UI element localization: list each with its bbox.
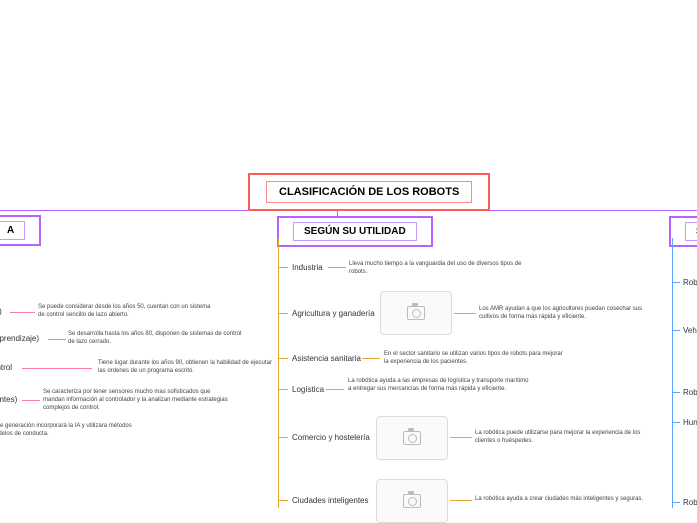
c-desc-4: La robótica puede utilizarse para mejora… [475,430,660,446]
left-item-3-suffix: entes) [0,395,17,404]
root-node: CLASIFICACIÓN DE LOS ROBOTS [248,173,490,211]
c-item-4: Comercio y hostelería [292,433,370,442]
c-line-1 [278,313,288,314]
c-item-1: Agricultura y ganadería [292,309,375,318]
c-desc-0: Lleva mucho tiempo a la vanguardia del u… [349,261,529,277]
c-line-0b [328,267,346,268]
branch-right: SEG [669,216,697,247]
left-line-3 [22,400,40,401]
c-line-5b [450,500,472,501]
left-item-2-desc: Tiene lugar durante los años 90, obtiene… [98,360,273,376]
c-img-5 [376,479,448,523]
r-line-3 [672,422,680,423]
root-title: CLASIFICACIÓN DE LOS ROBOTS [279,186,459,198]
c-line-2 [278,358,288,359]
c-img-4 [376,416,448,460]
left-item-0-suffix: res) [0,307,2,316]
r-line-2 [672,392,680,393]
c-item-5: Ciudades inteligentes [292,496,369,505]
c-line-5 [278,500,288,501]
left-item-1-suffix: aprendizaje) [0,334,39,343]
left-item-3-desc: Se caracteriza por tener sensores mucho … [43,389,233,412]
c-item-2: Asistencia sanitaria [292,354,361,363]
camera-icon [403,431,421,445]
r-line-0 [672,282,680,283]
branch-center: SEGÚN SU UTILIDAD [277,216,433,247]
c-desc-1: Los AMR ayudan a que los agricultores pu… [479,306,654,322]
r-item-2: Rob [683,388,697,397]
left-line-2 [22,368,92,369]
right-spine [672,238,673,508]
center-spine [278,238,279,508]
branch-left-title: A [7,225,14,236]
c-item-3: Logística [292,385,324,394]
r-item-3: Hun [683,418,697,427]
left-item-1-desc: Se desarrolla hasta los años 80, dispone… [68,331,243,347]
c-desc-5: La robótica ayuda a crear ciudades más i… [475,496,643,504]
root-inner: CLASIFICACIÓN DE LOS ROBOTS [266,181,472,203]
left-item-2-suffix: ontrol [0,363,12,372]
r-item-4: Rob [683,498,697,507]
c-line-2b [362,358,380,359]
left-item-4-desc: nte generación incorporará la IA y utili… [0,423,132,439]
left-line-0 [10,312,35,313]
r-line-4 [672,502,680,503]
branch-center-title: SEGÚN SU UTILIDAD [304,226,406,237]
c-item-0: Industria [292,263,323,272]
r-item-1: Veh [683,326,697,335]
branch-left: A [0,215,41,246]
c-line-3b [326,389,344,390]
r-item-0: Rob [683,278,697,287]
camera-icon [407,306,425,320]
r-line-1 [672,330,680,331]
c-line-3 [278,389,288,390]
c-line-4b [450,437,472,438]
c-line-4 [278,437,288,438]
c-desc-2: En el sector sanitario se utilizan vario… [384,351,569,367]
c-line-0 [278,267,288,268]
left-item-0-desc: Se puede considerar desde los años 50, c… [38,304,213,320]
camera-icon [403,494,421,508]
left-line-1 [48,339,66,340]
c-img-1 [380,291,452,335]
c-desc-3: La robótica ayuda a las empresas de logí… [348,378,533,394]
c-line-1b [454,313,476,314]
